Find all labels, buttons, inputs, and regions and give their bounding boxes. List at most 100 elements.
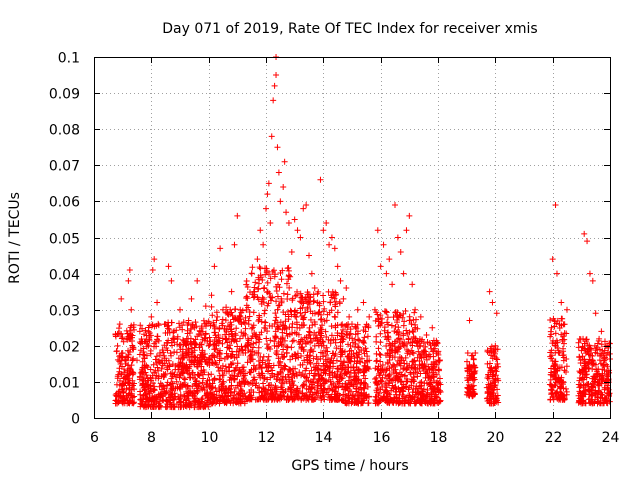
band-point xyxy=(261,310,268,317)
band-point xyxy=(430,353,437,360)
band-point xyxy=(139,381,146,388)
band-point xyxy=(163,389,170,396)
band-point xyxy=(279,376,286,383)
band-point xyxy=(377,365,384,372)
data-point xyxy=(245,321,252,328)
band-point xyxy=(112,397,119,404)
data-point xyxy=(549,256,556,263)
band-point xyxy=(274,281,281,288)
band-point xyxy=(180,319,187,326)
data-point xyxy=(119,350,126,357)
band-point xyxy=(314,386,321,393)
band-point xyxy=(484,394,491,401)
x-tick-label: 6 xyxy=(90,430,99,446)
band-point xyxy=(386,340,393,347)
band-point xyxy=(177,359,184,366)
band-point xyxy=(338,322,345,329)
band-point xyxy=(272,310,279,317)
band-point xyxy=(264,357,271,364)
band-point xyxy=(294,385,301,392)
band-point xyxy=(286,284,293,291)
band-point xyxy=(272,317,279,324)
band-point xyxy=(223,304,230,311)
data-point xyxy=(280,183,287,190)
band-point xyxy=(597,352,604,359)
band-point xyxy=(495,377,502,384)
band-point xyxy=(251,376,258,383)
band-point xyxy=(152,356,159,363)
band-point xyxy=(216,349,223,356)
band-point xyxy=(184,330,191,337)
band-point xyxy=(299,304,306,311)
band-point xyxy=(151,399,158,406)
band-point xyxy=(156,398,163,405)
band-point xyxy=(235,316,242,323)
band-point xyxy=(225,344,232,351)
band-point xyxy=(316,375,323,382)
band-point xyxy=(246,389,253,396)
band-point xyxy=(138,336,145,343)
band-point xyxy=(465,377,472,384)
band-point xyxy=(152,375,159,382)
band-point xyxy=(276,360,283,367)
band-point xyxy=(222,317,229,324)
band-point xyxy=(277,319,284,326)
data-point xyxy=(156,350,163,357)
band-point xyxy=(412,321,419,328)
band-point xyxy=(257,394,264,401)
band-point xyxy=(549,358,556,365)
band-point xyxy=(333,298,340,305)
band-point xyxy=(247,352,254,359)
band-point xyxy=(427,379,434,386)
band-point xyxy=(334,309,341,316)
band-point xyxy=(264,288,271,295)
band-point xyxy=(405,386,412,393)
band-point xyxy=(178,398,185,405)
band-point xyxy=(121,369,128,376)
band-point xyxy=(423,356,430,363)
band-point xyxy=(352,323,359,330)
band-point xyxy=(586,388,593,395)
band-point xyxy=(606,350,613,357)
data-point xyxy=(406,212,413,219)
data-point xyxy=(211,263,218,270)
band-point xyxy=(547,333,554,340)
band-point xyxy=(384,390,391,397)
x-tick-label: 24 xyxy=(602,430,620,446)
band-point xyxy=(373,350,380,357)
band-point xyxy=(239,307,246,314)
band-point xyxy=(559,315,566,322)
band-point xyxy=(491,353,498,360)
band-point xyxy=(150,361,157,368)
band-point xyxy=(575,339,582,346)
band-point xyxy=(580,397,587,404)
band-point xyxy=(297,290,304,297)
band-point xyxy=(312,372,319,379)
band-point xyxy=(341,370,348,377)
band-point xyxy=(329,288,336,295)
band-point xyxy=(244,342,251,349)
band-point xyxy=(273,333,280,340)
band-point xyxy=(403,366,410,373)
data-point xyxy=(177,306,183,313)
band-point xyxy=(118,354,125,361)
band-point xyxy=(240,375,247,382)
band-point xyxy=(283,343,290,350)
band-point xyxy=(139,401,146,408)
data-point xyxy=(403,227,410,234)
band-point xyxy=(392,377,399,384)
band-point xyxy=(277,390,284,397)
band-point xyxy=(230,395,237,402)
band-point xyxy=(576,374,583,381)
band-point xyxy=(217,397,224,404)
band-point xyxy=(300,300,307,307)
band-point xyxy=(327,359,334,366)
band-point xyxy=(339,349,346,356)
band-point xyxy=(579,344,586,351)
band-point xyxy=(361,350,368,357)
data-point xyxy=(162,321,169,328)
band-point xyxy=(161,352,168,359)
band-point xyxy=(373,389,380,396)
band-point xyxy=(361,369,368,376)
data-point xyxy=(469,371,476,378)
